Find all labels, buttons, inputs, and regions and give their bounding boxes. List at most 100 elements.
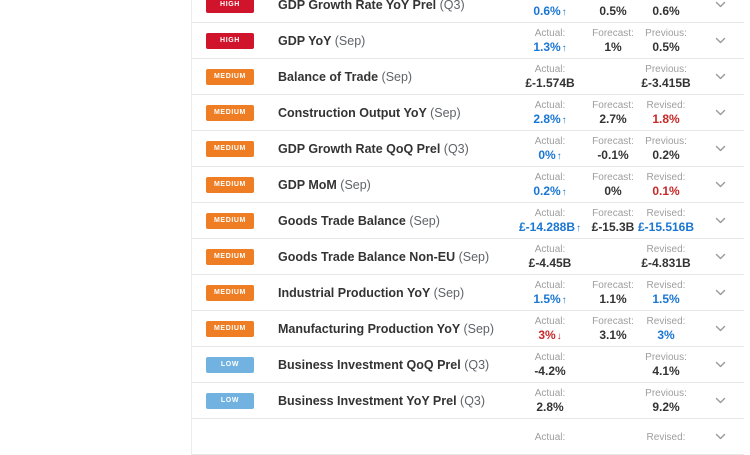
event-name-cell: Manufacturing Production YoY (Sep) — [278, 322, 510, 336]
trend-up-icon: ↑ — [561, 294, 567, 306]
actual-cell: 0.6%↑ — [510, 0, 590, 23]
values-group: Actual: 1.3%↑ Forecast: 1% Previous: 0.5% — [510, 23, 744, 59]
expand-chevron-icon[interactable] — [696, 275, 744, 311]
event-row[interactable]: MEDIUM Industrial Production YoY (Sep) Act… — [192, 275, 744, 311]
event-row[interactable]: LOW Business Investment YoY Prel (Q3) Actu… — [192, 383, 744, 419]
previous-cell: Revised: 1.5% — [636, 275, 696, 311]
event-row[interactable]: MEDIUM Manufacturing Production YoY (Sep)… — [192, 311, 744, 347]
forecast-cell — [590, 347, 636, 383]
actual-value: 1.3%↑ — [510, 40, 590, 56]
actual-value: 0.2%↑ — [510, 184, 590, 200]
forecast-cell: Forecast: 1% — [590, 23, 636, 59]
value-text: 0.2% — [652, 148, 680, 162]
value-text: 0.2% — [533, 183, 561, 198]
value-text: 1.5% — [533, 291, 561, 306]
event-name: Manufacturing Production YoY — [278, 321, 460, 336]
values-group: Actual: 1.5%↑ Forecast: 1.1% Revised: 1.5% — [510, 275, 744, 311]
event-period: (Sep) — [340, 177, 371, 192]
actual-value: 0%↑ — [510, 148, 590, 164]
expand-chevron-icon[interactable] — [696, 167, 744, 203]
event-period: (Q3) — [439, 0, 465, 12]
event-row[interactable]: MEDIUM Goods Trade Balance (Sep) Actual: £-… — [192, 203, 744, 239]
expand-chevron-icon[interactable] — [696, 95, 744, 131]
column-label: Forecast: — [592, 316, 634, 327]
actual-value: -4.2% — [510, 364, 590, 379]
previous-cell: Revised: 0.1% — [636, 167, 696, 203]
expand-chevron-icon[interactable] — [696, 203, 744, 239]
event-row[interactable]: MEDIUM Construction Output YoY (Sep) Actua… — [192, 95, 744, 131]
values-group: Actual: £-14.288B↑ Forecast: £-15.3B Revised… — [510, 203, 744, 239]
value-text: 1.3% — [533, 39, 561, 54]
importance-badge: LOW — [206, 392, 254, 409]
actual-cell: Actual: 1.5%↑ — [510, 275, 590, 311]
actual-cell: Actual: 1.3%↑ — [510, 23, 590, 59]
values-group: Actual: 2.8%↑ Forecast: 2.7% Revised: 1.8% — [510, 95, 744, 131]
importance-badge: MEDIUM — [206, 320, 254, 337]
event-row[interactable]: LOW Business Investment QoQ Prel (Q3) Actu… — [192, 347, 744, 383]
event-period: (Sep) — [463, 321, 495, 336]
importance-badge: MEDIUM — [206, 140, 254, 157]
expand-chevron-icon[interactable] — [696, 311, 744, 347]
event-row[interactable]: MEDIUM Balance of Trade (Sep) Actual: £-1.5… — [192, 59, 744, 95]
value-text: 2.7% — [599, 112, 627, 126]
importance-badge: MEDIUM — [206, 68, 254, 85]
previous-value: £-15.516B — [636, 220, 696, 235]
event-name-cell: Industrial Production YoY (Sep) — [278, 286, 510, 300]
event-row[interactable]: MEDIUM Goods Trade Balance Non-EU (Sep) Ac… — [192, 239, 744, 275]
column-label: Forecast: — [592, 172, 634, 183]
actual-cell: Actual: £-1.574B — [510, 59, 590, 95]
expand-chevron-icon[interactable] — [696, 419, 744, 455]
column-label: Actual: — [534, 99, 566, 111]
column-label: Actual: — [534, 315, 566, 327]
actual-value: 0.6%↑ — [510, 4, 590, 20]
value-text: £-1.574B — [525, 76, 575, 90]
previous-cell: Revised: — [636, 419, 696, 455]
value-text: 0.6% — [652, 4, 680, 18]
event-row[interactable]: HIGH GDP Growth Rate YoY Prel (Q3) 0.6%↑ 0.… — [192, 0, 744, 23]
previous-value: 0.6% — [636, 4, 696, 19]
expand-chevron-icon[interactable] — [696, 0, 744, 23]
value-text: £-15.516B — [637, 220, 695, 234]
column-label: Forecast: — [592, 28, 634, 39]
previous-value: 3% — [636, 328, 696, 343]
forecast-cell: Forecast: 0% — [590, 167, 636, 203]
forecast-value: -0.1% — [590, 148, 636, 163]
expand-chevron-icon[interactable] — [696, 23, 744, 59]
previous-cell: Revised: 1.8% — [636, 95, 696, 131]
forecast-cell: Forecast: £-15.3B — [590, 203, 636, 239]
value-text: -4.2% — [534, 364, 566, 378]
event-name-cell: GDP YoY (Sep) — [278, 34, 510, 48]
forecast-value: £-15.3B — [590, 220, 636, 235]
event-period: (Sep) — [334, 33, 366, 48]
value-text: 4.1% — [652, 364, 680, 378]
actual-cell: Actual: 3%↓ — [510, 311, 590, 347]
column-label: Revised: — [646, 280, 686, 291]
event-name: Goods Trade Balance Non-EU — [278, 249, 456, 264]
trend-up-icon: ↑ — [556, 150, 562, 162]
forecast-cell — [590, 419, 636, 455]
event-row[interactable]: MEDIUM GDP MoM (Sep) Actual: 0.2%↑ Forecast:… — [192, 167, 744, 203]
event-name: Construction Output YoY — [278, 105, 427, 120]
event-row[interactable]: MEDIUM GDP Growth Rate QoQ Prel (Q3) Actua… — [192, 131, 744, 167]
event-name: Goods Trade Balance — [278, 213, 406, 228]
importance-badge: LOW — [206, 356, 254, 373]
expand-chevron-icon[interactable] — [696, 383, 744, 419]
expand-chevron-icon[interactable] — [696, 347, 744, 383]
event-name-cell: Goods Trade Balance Non-EU (Sep) — [278, 250, 510, 264]
importance-badge: MEDIUM — [206, 248, 254, 265]
value-text: -0.1% — [597, 148, 629, 162]
expand-chevron-icon[interactable] — [696, 239, 744, 275]
event-name: GDP Growth Rate QoQ Prel — [278, 141, 441, 156]
actual-cell: Actual: — [510, 419, 590, 455]
actual-cell: Actual: £-4.45B — [510, 239, 590, 275]
event-row[interactable]: HIGH GDP YoY (Sep) Actual: 1.3%↑ Forecast: 1%… — [192, 23, 744, 59]
event-row[interactable]: Actual: Revised: — [192, 419, 744, 455]
column-label: Revised: — [646, 100, 686, 111]
expand-chevron-icon[interactable] — [696, 59, 744, 95]
expand-chevron-icon[interactable] — [696, 131, 744, 167]
trend-up-icon: ↑ — [561, 42, 567, 54]
column-label: Forecast: — [592, 208, 634, 219]
forecast-cell: Forecast: -0.1% — [590, 131, 636, 167]
importance-badge: HIGH — [206, 0, 254, 13]
previous-cell: Previous: £-3.415B — [636, 59, 696, 95]
